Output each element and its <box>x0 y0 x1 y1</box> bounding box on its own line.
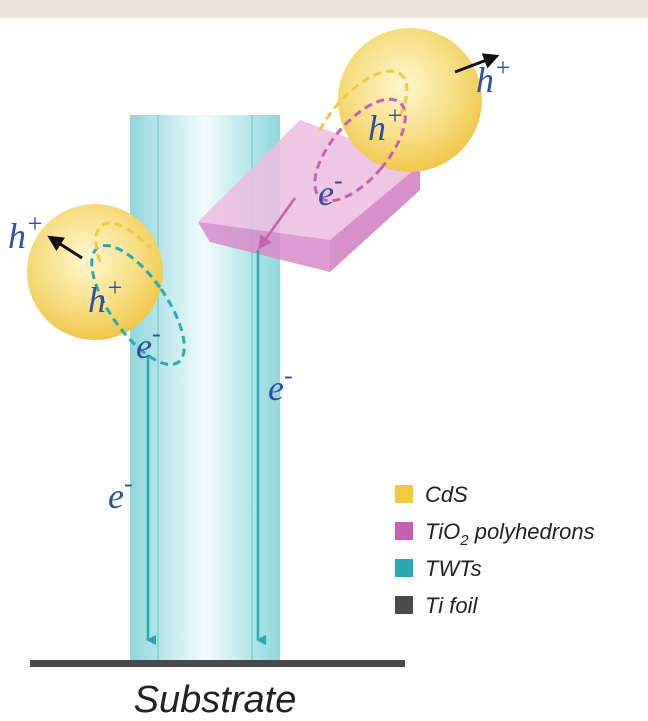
carrier-label: h+ <box>368 101 404 148</box>
carrier-charge: - <box>334 166 343 195</box>
carrier-base: e <box>268 368 284 408</box>
legend-label: TiO2 polyhedrons <box>425 519 595 549</box>
carrier-base: e <box>108 476 124 516</box>
carrier-label: e- <box>318 166 343 213</box>
legend-swatch <box>395 559 413 577</box>
carrier-charge: + <box>106 273 124 302</box>
carrier-base: h <box>368 108 386 148</box>
legend-swatch <box>395 596 413 614</box>
legend-text: polyhedrons <box>469 519 595 544</box>
carrier-charge: + <box>494 53 512 82</box>
substrate-label: Substrate <box>134 679 297 721</box>
cds-sphere <box>338 28 482 172</box>
legend-label: CdS <box>425 482 468 507</box>
carrier-charge: - <box>284 361 293 390</box>
carrier-label: h+ <box>8 209 44 256</box>
legend-swatch <box>395 485 413 503</box>
carrier-charge: - <box>124 469 133 498</box>
carrier-label: h+ <box>476 53 512 100</box>
carrier-label: e- <box>268 361 293 408</box>
legend-text: Ti foil <box>425 593 478 618</box>
legend-label: TWTs <box>425 556 482 581</box>
legend-label: Ti foil <box>425 593 478 618</box>
carrier-base: h <box>476 60 494 100</box>
legend-text: CdS <box>425 482 468 507</box>
pair-ellipse <box>313 97 407 203</box>
legend-swatch <box>395 522 413 540</box>
carrier-base: h <box>8 216 26 256</box>
carrier-charge: + <box>26 209 44 238</box>
carrier-label: e- <box>108 469 133 516</box>
legend-text: TWTs <box>425 556 482 581</box>
hole-arrow <box>47 235 83 260</box>
legend-text: TiO <box>425 519 460 544</box>
pair-ellipse <box>94 221 152 263</box>
carrier-label: h+ <box>88 273 124 320</box>
carrier-label: e- <box>136 319 161 366</box>
carrier-base: e <box>136 326 152 366</box>
carrier-base: h <box>88 280 106 320</box>
carrier-base: e <box>318 173 334 213</box>
carrier-charge: - <box>152 319 161 348</box>
top-bar <box>0 0 648 18</box>
legend-sub: 2 <box>459 532 469 549</box>
hole-arrow <box>454 53 500 74</box>
electron-arrow <box>257 197 297 250</box>
carrier-charge: + <box>386 101 404 130</box>
ti-foil <box>30 660 405 667</box>
